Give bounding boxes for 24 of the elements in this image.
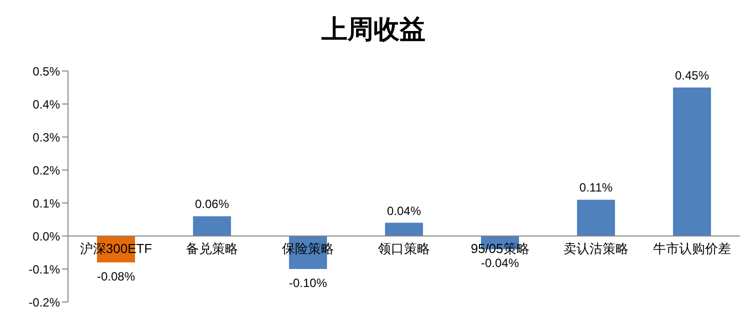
- bar: [193, 216, 231, 236]
- x-tick-label: 牛市认购价差: [653, 241, 731, 256]
- y-tick-label: 0.0%: [32, 229, 60, 244]
- bar: [673, 88, 711, 236]
- data-label: 0.45%: [674, 68, 710, 82]
- x-tick-label: 卖认沽策略: [564, 241, 628, 256]
- y-tick-label: 0.5%: [32, 64, 60, 78]
- x-tick-label: 备兑策略: [186, 241, 238, 256]
- y-tick-label: 0.3%: [32, 130, 60, 144]
- chart-title: 上周收益: [320, 14, 426, 46]
- data-label: -0.10%: [288, 276, 328, 290]
- data-label: -0.08%: [96, 269, 136, 284]
- bar: [385, 222, 423, 236]
- y-tick-label: -0.2%: [28, 295, 60, 310]
- y-tick-label: -0.1%: [28, 262, 60, 276]
- data-label: 0.06%: [194, 197, 230, 212]
- y-tick-label: 0.4%: [32, 97, 60, 112]
- bar: [577, 200, 615, 236]
- data-label: -0.04%: [480, 256, 520, 270]
- data-label: 0.04%: [386, 204, 422, 218]
- x-tick-label: 领口策略: [378, 241, 430, 256]
- y-tick-label: 0.1%: [32, 196, 60, 210]
- data-label: 0.11%: [579, 180, 613, 195]
- y-tick-label: 0.2%: [32, 163, 60, 178]
